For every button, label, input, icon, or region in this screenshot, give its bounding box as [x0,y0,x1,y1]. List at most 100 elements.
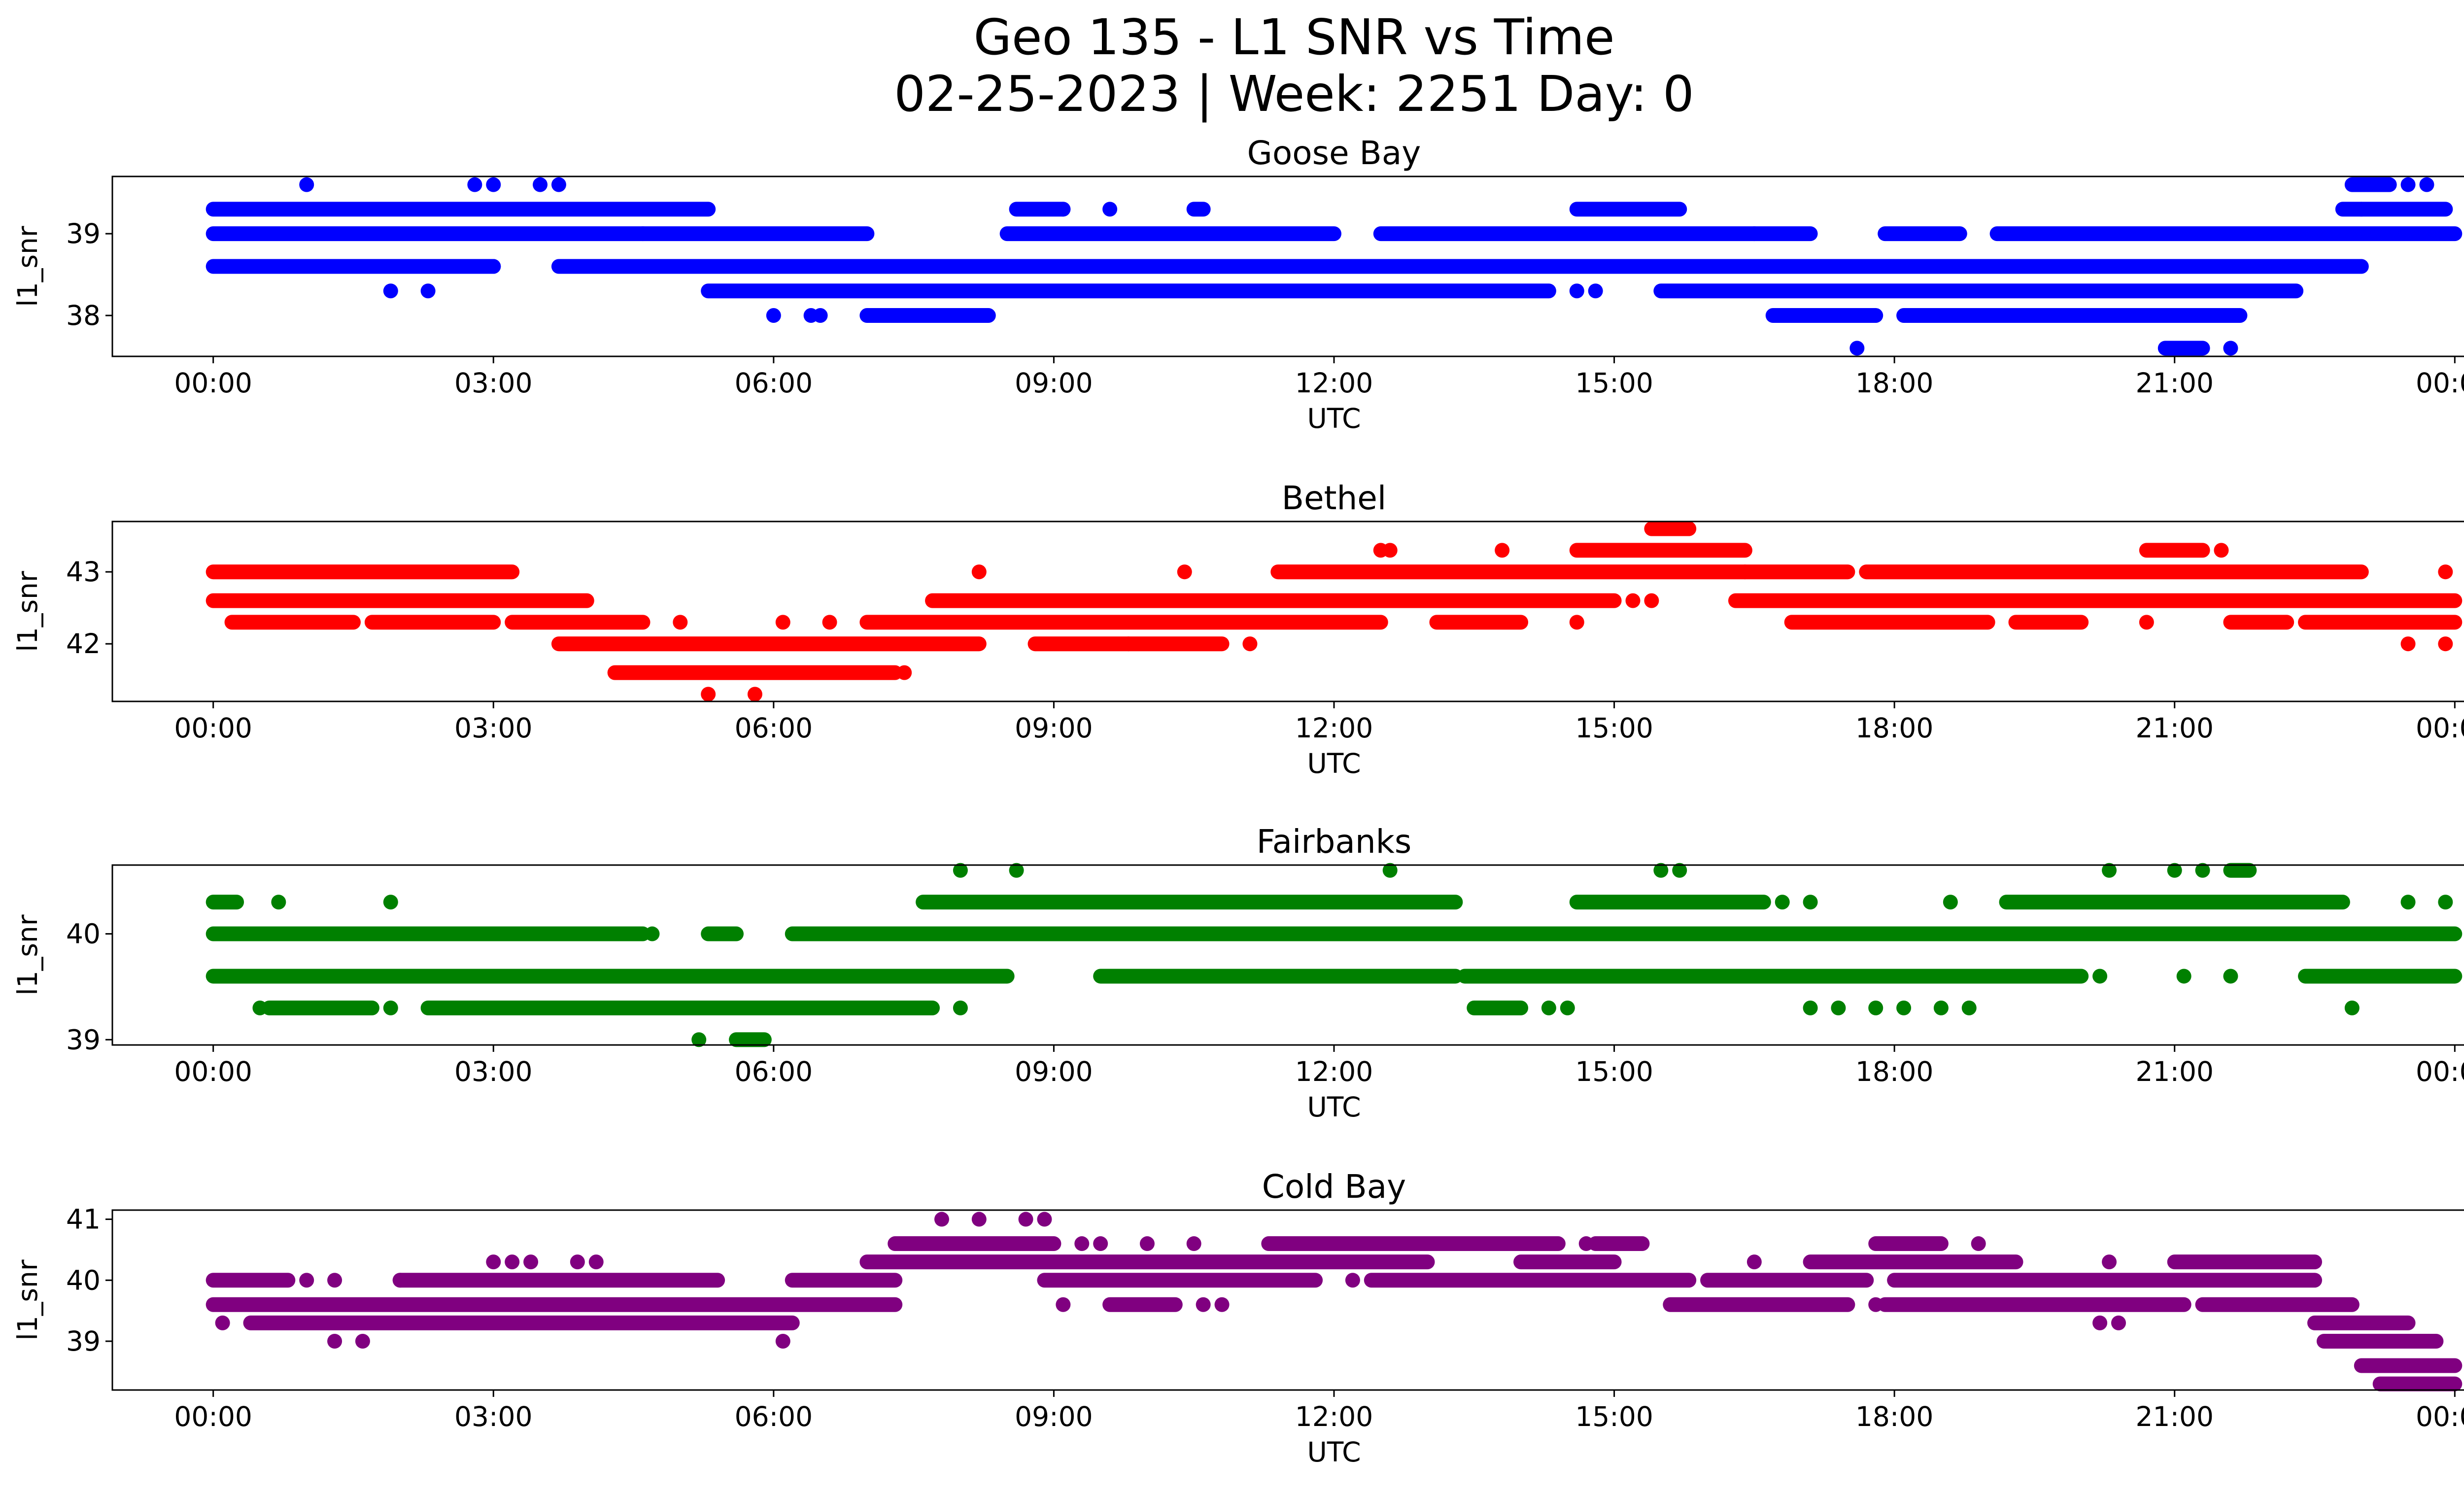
x-tick-label: 09:00 [1015,1401,1093,1432]
x-tick-label: 15:00 [1575,712,1653,744]
data-point [392,1273,408,1288]
y-tick-label: 41 [66,1204,101,1235]
y-axis-label: l1_snr [12,914,43,995]
x-axis-label: UTC [1307,1436,1361,1468]
data-point [1018,1212,1033,1227]
data-point [1495,543,1510,558]
data-point [1672,863,1687,878]
data-point [2214,543,2229,558]
data-point [2344,1000,2360,1015]
data-points [205,177,2463,356]
data-point [766,308,781,323]
data-point [691,1032,707,1047]
data-point [2400,636,2416,652]
data-point [953,1000,968,1015]
data-point [1868,1297,1883,1312]
data-point [775,1334,790,1349]
x-tick-label: 12:00 [1295,1056,1373,1087]
data-point [467,259,482,274]
data-point [897,665,912,680]
y-tick-label: 43 [66,556,101,588]
data-point [1971,1236,1986,1252]
x-tick-label: 06:00 [735,712,813,744]
x-tick-label: 09:00 [1015,712,1093,744]
subplot-goose-bay: Goose Bay 00:00 03:00 06:00 09:00 12:00 15:00 1… [12,134,2464,434]
data-point [486,259,501,274]
data-point [1186,1236,1201,1252]
data-point [1644,593,1659,608]
data-point [1560,1000,1575,1015]
x-axis-label: UTC [1307,403,1361,434]
data-point [2223,341,2238,356]
data-point [1345,1273,1360,1288]
data-point [2400,177,2416,192]
x-tick-label: 03:00 [454,1401,533,1432]
data-point [1849,341,1865,356]
y-tick-label: 40 [66,918,101,950]
x-tick-label: 00:00 [2416,1401,2464,1432]
data-point [1102,202,1118,217]
data-point [1177,564,1192,580]
y-tick-label: 42 [66,628,101,660]
data-point [1569,615,1584,630]
data-point [1653,863,1669,878]
x-tick-label: 12:00 [1295,1401,1373,1432]
data-point [486,177,501,192]
x-tick-label: 15:00 [1575,1401,1653,1432]
x-tick-label: 00:00 [174,367,252,399]
data-point [1242,636,1258,652]
data-point [1831,1000,1846,1015]
axes-frame [111,521,2464,702]
data-point [551,177,566,192]
y-tick-label: 39 [66,1024,101,1055]
x-tick-label: 21:00 [2135,1056,2214,1087]
data-point [2176,969,2191,984]
data-point [467,177,482,192]
data-points [205,863,2463,1047]
subplots: Goose Bay 00:00 03:00 06:00 09:00 12:00 15:00 1… [12,134,2464,1468]
data-point [1382,543,1398,558]
data-point [1009,863,1024,878]
x-tick-label: 12:00 [1295,367,1373,399]
data-point [1093,1236,1108,1252]
data-points [205,521,2463,702]
data-point [2438,895,2453,910]
data-point [383,1000,398,1015]
x-axis-label: UTC [1307,1091,1361,1123]
data-point [1578,1236,1594,1252]
data-point [486,1254,501,1270]
data-point [1961,1000,1977,1015]
data-point [420,283,436,299]
data-point [299,1273,314,1288]
data-point [2102,1254,2117,1270]
data-point [383,895,398,910]
subplot-title: Fairbanks [1257,823,1412,861]
figure-title-line1: Geo 135 - L1 SNR vs Time [974,8,1615,66]
subplot-cold-bay: Cold Bay 00:00 03:00 06:00 09:00 12:00 15:00 18… [12,1168,2464,1468]
data-point [673,615,688,630]
x-tick-label: 00:00 [2416,1056,2464,1087]
data-point [2419,177,2434,192]
x-tick-label: 09:00 [1015,1056,1093,1087]
subplot-fairbanks: Fairbanks 00:00 03:00 06:00 09:00 12:00 15:00 1… [12,823,2464,1123]
data-point [1382,863,1398,878]
data-point [2111,1315,2126,1330]
data-point [570,1254,585,1270]
data-point [271,895,286,910]
data-point [2102,863,2117,878]
x-axis-label: UTC [1307,748,1361,779]
x-tick-label: 00:00 [174,712,252,744]
x-tick-label: 00:00 [2416,367,2464,399]
data-point [1868,1000,1883,1015]
data-point [1056,1297,1071,1312]
data-point [2223,969,2238,984]
data-point [505,1254,520,1270]
data-point [523,1254,539,1270]
x-tick-label: 00:00 [174,1401,252,1432]
data-point [327,1273,342,1288]
data-point [934,1212,949,1227]
y-axis-label: l1_snr [12,1259,43,1340]
data-point [1803,1000,1818,1015]
data-point [533,177,548,192]
